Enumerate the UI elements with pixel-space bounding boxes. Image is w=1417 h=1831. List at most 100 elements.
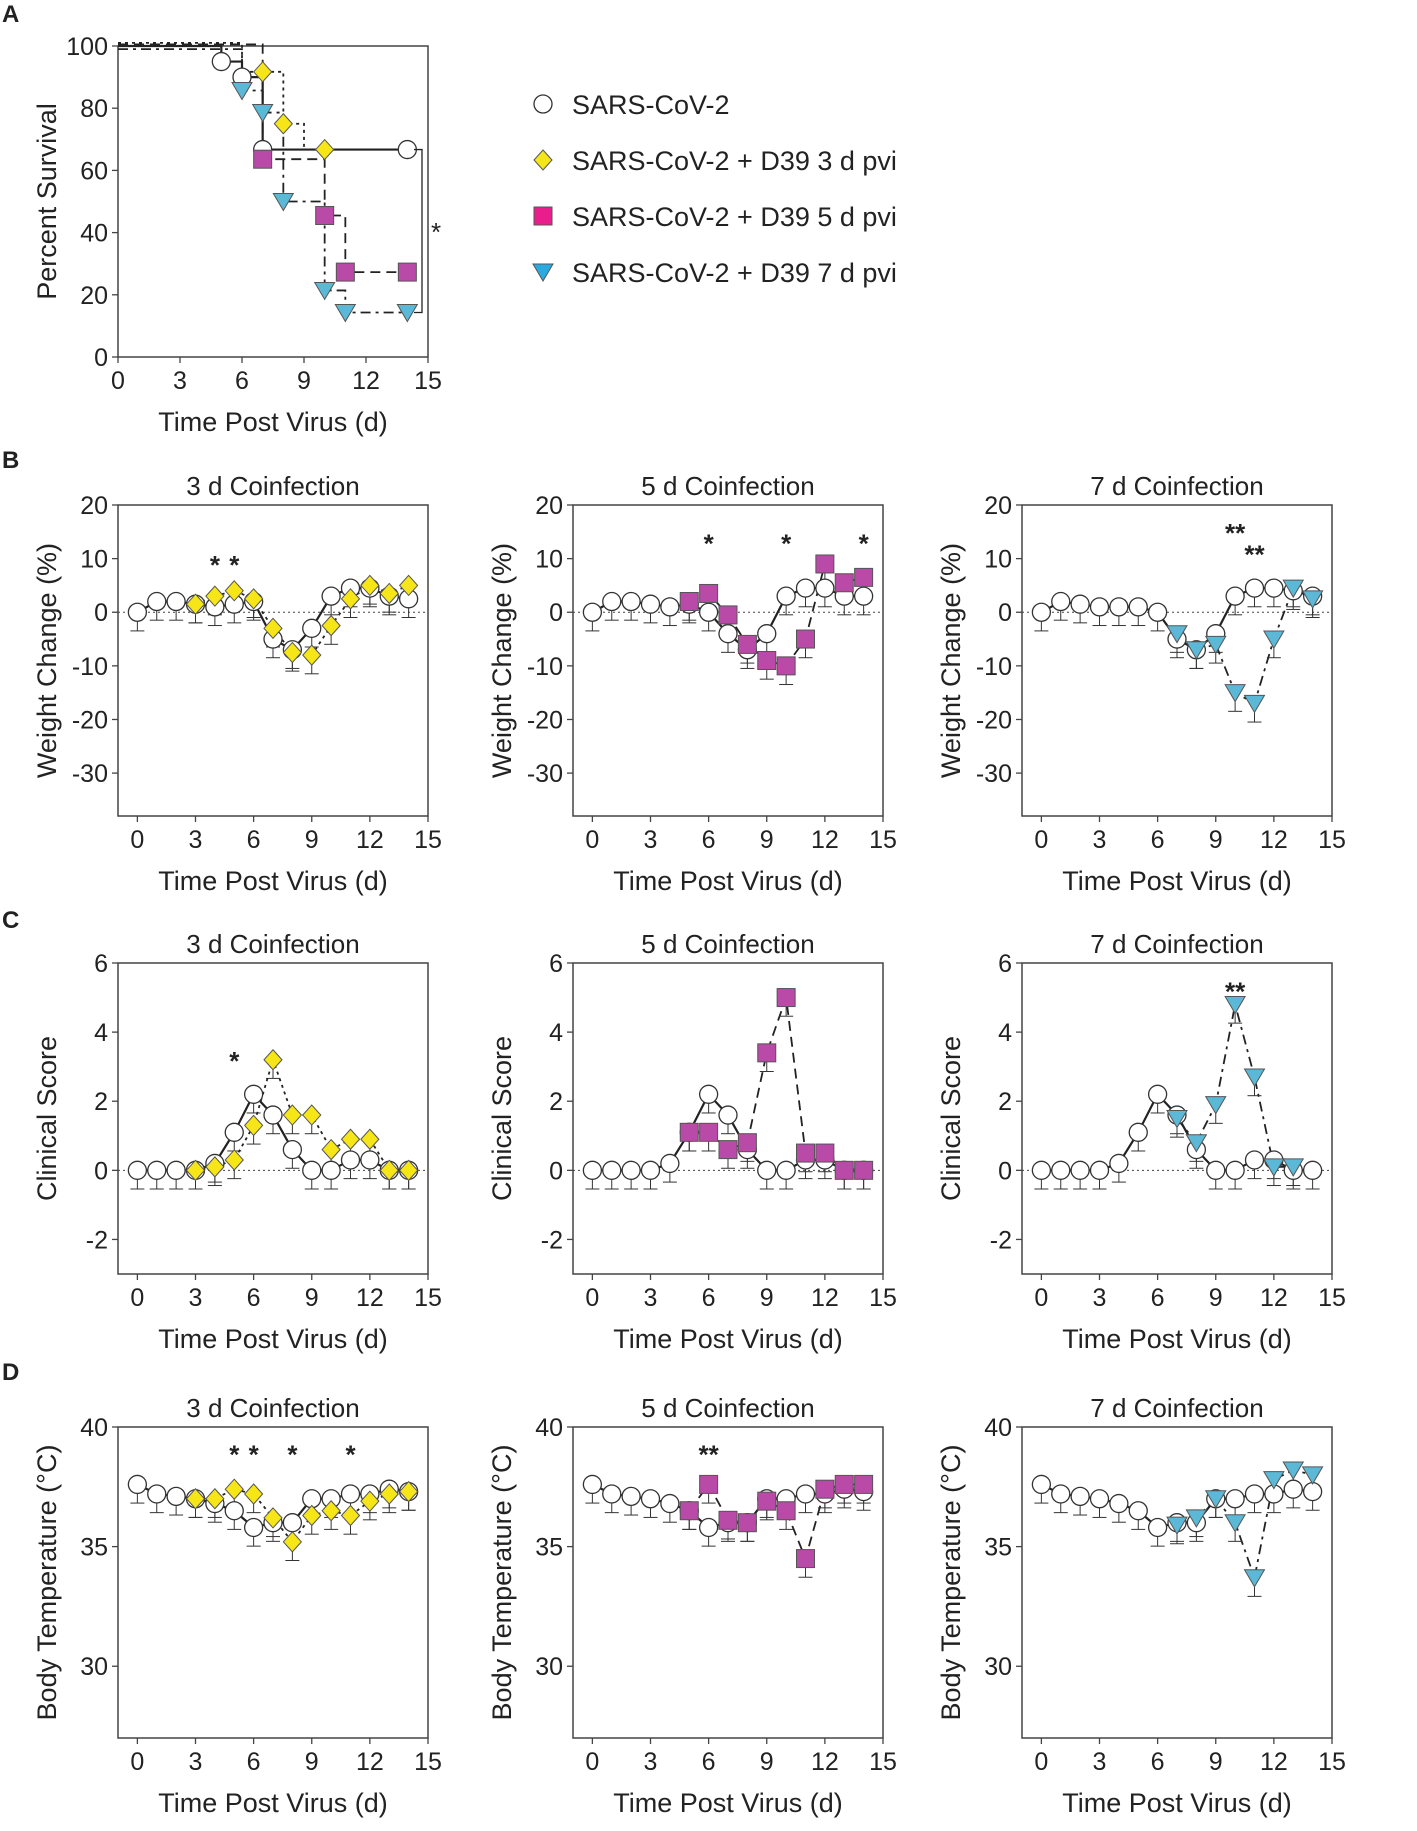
x-tick-label: 0 [585,826,599,854]
legend-marker-circle [533,94,553,114]
y-axis-label: Body Temperature (°C) [487,1445,517,1721]
data-point-circle [321,1160,341,1180]
x-tick-label: 15 [869,826,897,854]
x-tick-label: 12 [811,1284,839,1312]
data-point-circle [243,1084,264,1104]
data-point-diamond [340,588,361,610]
data-point-triangle [1166,1110,1188,1129]
data-point-circle [224,1122,244,1142]
data-point-triangle [1282,1158,1305,1177]
y-tick-label: 0 [94,344,108,372]
panel-label-B: B [2,447,19,474]
y-tick-label: 100 [66,33,108,61]
data-point-circle [147,1160,167,1180]
significance-star: * [229,1046,240,1076]
x-tick-label: 3 [189,1748,203,1776]
data-point-triangle [396,304,419,323]
data-point-circle [776,586,796,606]
data-point-circle [224,1501,244,1521]
data-point-diamond [282,1104,303,1126]
data-point-circle [1244,1484,1265,1504]
x-axis-label: Time Post Virus (d) [1062,1324,1292,1354]
significance-star: * [229,550,240,580]
x-tick-label: 3 [644,826,658,854]
data-point-circle [776,1160,796,1180]
data-point-circle [321,586,341,606]
data-point-square [854,567,874,587]
data-point-square [679,1122,699,1142]
significance-bracket [414,148,423,314]
plot-frame [1021,962,1333,1275]
data-point-circle [127,1474,148,1495]
y-tick-label: 2 [94,1088,108,1116]
data-point-square [776,988,796,1008]
x-tick-label: 3 [189,1284,203,1312]
data-point-square [699,583,719,603]
data-point-circle [127,1160,148,1180]
x-tick-label: 9 [760,826,774,854]
data-point-circle [1244,1150,1265,1170]
x-tick-label: 0 [130,1284,144,1312]
significance-star: * [704,529,715,559]
data-point-circle [698,1084,719,1104]
series-line [118,41,408,151]
y-tick-label: 30 [80,1653,108,1681]
data-point-circle [718,624,738,644]
y-axis-label: Body Temperature (°C) [936,1445,966,1721]
y-tick-label: 40 [984,1414,1012,1442]
y-tick-label: 30 [984,1653,1012,1681]
x-tick-label: 9 [760,1284,774,1312]
data-point-square [854,1160,874,1180]
data-point-square [718,1510,738,1530]
x-tick-label: 12 [1260,826,1288,854]
significance-star: ** [699,1439,720,1469]
data-point-diamond [321,1499,341,1522]
data-point-circle [340,1484,361,1504]
data-point-circle [621,1160,641,1180]
data-point-diamond [185,593,206,615]
x-tick-label: 3 [1093,1284,1107,1312]
data-point-square [699,1474,719,1494]
x-tick-label: 9 [1209,826,1223,854]
data-point-diamond [243,1114,264,1137]
x-tick-label: 15 [414,1748,442,1776]
legend-marker-diamond [533,149,553,171]
legend-label: SARS-CoV-2 + D39 7 d pvi [572,258,897,288]
x-axis-label: Time Post Virus (d) [158,1324,388,1354]
data-point-circle [718,1105,738,1125]
y-tick-label: -2 [541,1226,563,1254]
significance-star: * [781,529,792,559]
y-tick-label: 35 [80,1534,108,1562]
data-point-circle [1089,1160,1110,1180]
data-point-circle [1070,1486,1090,1507]
data-point-circle [660,597,680,617]
x-tick-label: 15 [1318,1748,1346,1776]
series-line [688,562,864,667]
data-point-triangle [1204,1490,1227,1509]
x-tick-label: 6 [1151,826,1165,854]
data-point-circle [1147,602,1168,622]
data-point-diamond [224,580,244,602]
chart-title: 3 d Coinfection [186,929,359,959]
data-point-diamond [379,1483,399,1505]
data-point-circle [1031,602,1052,622]
y-axis-label: Weight Change (%) [936,543,966,778]
data-point-triangle [1166,625,1188,644]
data-point-circle [1109,1493,1129,1514]
data-point-circle [302,1160,322,1180]
plot-frame [117,962,429,1275]
data-point-circle [1244,578,1265,598]
data-point-circle [698,1517,719,1538]
data-point-square [315,205,335,225]
x-tick-label: 9 [305,1284,319,1312]
y-tick-label: -20 [527,706,563,734]
y-tick-label: 10 [80,546,108,574]
data-point-triangle [1263,630,1285,650]
plot-frame [572,504,884,817]
chart-weight-3d: 3 d Coinfection 0 3 6 9 12 15 -30 -20 -10 0 10 20 Tim… [32,471,442,896]
x-tick-label: 15 [414,367,442,395]
data-point-square [796,1143,815,1163]
data-point-triangle [251,104,274,123]
data-point-triangle [1204,635,1227,655]
data-point-circle [1225,1489,1245,1509]
